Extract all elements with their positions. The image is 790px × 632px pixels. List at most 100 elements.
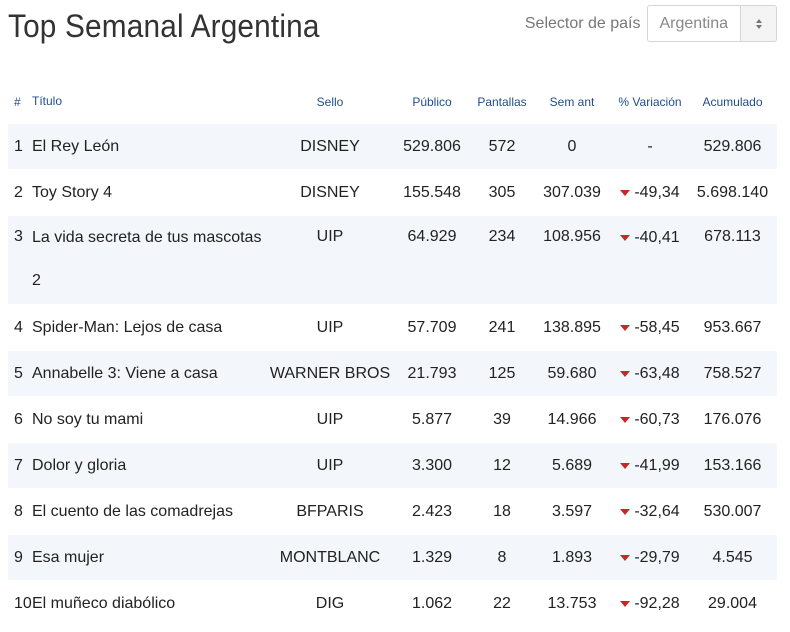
country-selector: Selector de país Argentina xyxy=(525,5,777,42)
column-header-title[interactable]: Título xyxy=(32,94,63,108)
rank-cell: 5 xyxy=(8,350,32,397)
table-row[interactable]: 4 Spider-Man: Lejos de casa UIP 57.709 241 13… xyxy=(8,304,777,351)
country-select[interactable]: Argentina xyxy=(646,5,777,42)
table-row[interactable]: 3 La vida secreta de tus mascotas 2 UIP 64.… xyxy=(8,215,777,305)
table-row[interactable]: 6 No soy tu mami UIP 5.877 39 14.966 -60,73 176… xyxy=(8,396,777,443)
column-header-cumulative[interactable]: Acumulado xyxy=(702,94,763,109)
title-cell[interactable]: Dolor y gloria xyxy=(32,442,268,489)
label-cell: UIP xyxy=(268,215,392,305)
variation-value: -60,73 xyxy=(620,411,680,429)
title-cell[interactable]: El Rey León xyxy=(32,123,268,170)
title-cell[interactable]: El muñeco diabólico xyxy=(32,580,268,627)
chevron-up-down-icon xyxy=(740,6,776,41)
prev-week-cell: 5.689 xyxy=(532,442,612,489)
variation-cell: -63,48 xyxy=(612,350,688,397)
screens-cell: 22 xyxy=(472,580,532,627)
variation-cell: -58,45 xyxy=(612,304,688,351)
label-cell: DIG xyxy=(268,580,392,627)
caret-down-icon xyxy=(620,325,631,331)
cumulative-cell: 153.166 xyxy=(688,442,777,489)
label-cell: UIP xyxy=(268,396,392,443)
table-row[interactable]: 5 Annabelle 3: Viene a casa WARNER BROS 21.… xyxy=(8,350,777,397)
column-header-prev-week[interactable]: Sem ant xyxy=(549,94,595,109)
variation-value: -92,28 xyxy=(620,595,680,613)
label-cell: UIP xyxy=(268,304,392,351)
caret-down-icon xyxy=(620,190,631,196)
variation-cell: -32,64 xyxy=(612,488,688,535)
variation-text: -32,64 xyxy=(634,503,680,520)
country-select-value: Argentina xyxy=(659,15,729,32)
label-cell: UIP xyxy=(268,442,392,489)
table-row[interactable]: 7 Dolor y gloria UIP 3.300 12 5.689 -41,99 153.… xyxy=(8,442,777,489)
variation-text: -63,48 xyxy=(634,365,680,382)
audience-cell: 2.423 xyxy=(392,488,472,535)
table-row[interactable]: 2 Toy Story 4 DISNEY 155.548 305 307.039 -49,3… xyxy=(8,169,777,216)
cumulative-cell: 29.004 xyxy=(688,580,777,627)
screens-cell: 8 xyxy=(472,534,532,581)
cumulative-cell: 953.667 xyxy=(688,304,777,351)
prev-week-cell: 0 xyxy=(532,123,612,170)
caret-down-icon xyxy=(620,509,631,515)
variation-text: -41,99 xyxy=(634,457,680,474)
variation-text: -29,79 xyxy=(634,549,680,566)
screens-cell: 39 xyxy=(472,396,532,443)
title-cell[interactable]: Toy Story 4 xyxy=(32,169,268,216)
screens-cell: 241 xyxy=(472,304,532,351)
title-cell[interactable]: Esa mujer xyxy=(32,534,268,581)
audience-cell: 5.877 xyxy=(392,396,472,443)
column-header-variation[interactable]: % Variación xyxy=(618,94,682,109)
screens-cell: 18 xyxy=(472,488,532,535)
prev-week-cell: 108.956 xyxy=(532,215,612,305)
ranking-table: # Título Sello Público Pantallas Sem ant… xyxy=(8,80,777,627)
cumulative-cell: 758.527 xyxy=(688,350,777,397)
screens-cell: 572 xyxy=(472,123,532,170)
variation-text: -92,28 xyxy=(634,595,680,613)
cumulative-cell: 529.806 xyxy=(688,123,777,170)
rank-cell: 3 xyxy=(8,215,32,305)
table-row[interactable]: 10 El muñeco diabólico DIG 1.062 22 13.753 -92… xyxy=(8,580,777,627)
cumulative-cell: 678.113 xyxy=(688,215,777,305)
label-cell: MONTBLANC xyxy=(268,534,392,581)
variation-cell: -40,41 xyxy=(612,215,688,305)
prev-week-cell: 14.966 xyxy=(532,396,612,443)
cumulative-cell: 176.076 xyxy=(688,396,777,443)
prev-week-cell: 13.753 xyxy=(532,580,612,627)
variation-cell: -60,73 xyxy=(612,396,688,443)
variation-text: -49,34 xyxy=(634,184,680,201)
screens-cell: 125 xyxy=(472,350,532,397)
variation-value: -41,99 xyxy=(620,457,680,475)
caret-down-icon xyxy=(620,555,631,561)
variation-value: -40,41 xyxy=(620,229,680,247)
rank-cell: 6 xyxy=(8,396,32,443)
screens-cell: 12 xyxy=(472,442,532,489)
label-cell: WARNER BROS xyxy=(268,350,392,397)
audience-cell: 529.806 xyxy=(392,123,472,170)
table-row[interactable]: 9 Esa mujer MONTBLANC 1.329 8 1.893 -29,79 4.54… xyxy=(8,534,777,581)
screens-cell: 305 xyxy=(472,169,532,216)
audience-cell: 1.062 xyxy=(392,580,472,627)
label-cell: BFPARIS xyxy=(268,488,392,535)
cumulative-cell: 5.698.140 xyxy=(688,169,777,216)
title-cell[interactable]: No soy tu mami xyxy=(32,396,268,443)
prev-week-cell: 59.680 xyxy=(532,350,612,397)
variation-value: -49,34 xyxy=(620,184,680,202)
caret-down-icon xyxy=(620,235,631,241)
variation-cell: -92,28 xyxy=(612,580,688,627)
label-cell: DISNEY xyxy=(268,169,392,216)
title-cell[interactable]: La vida secreta de tus mascotas 2 xyxy=(32,215,268,305)
title-cell[interactable]: Annabelle 3: Viene a casa xyxy=(32,350,268,397)
audience-cell: 1.329 xyxy=(392,534,472,581)
variation-text: -40,41 xyxy=(634,229,680,246)
title-cell[interactable]: El cuento de las comadrejas xyxy=(32,488,268,535)
column-header-rank[interactable]: # xyxy=(14,94,21,109)
label-cell: DISNEY xyxy=(268,123,392,170)
table-row[interactable]: 8 El cuento de las comadrejas BFPARIS 2.423… xyxy=(8,488,777,535)
column-header-label[interactable]: Sello xyxy=(316,94,344,109)
table-row[interactable]: 1 El Rey León DISNEY 529.806 572 0-529.806 xyxy=(8,123,777,170)
column-header-audience[interactable]: Público xyxy=(412,94,452,109)
caret-down-icon xyxy=(620,601,631,608)
title-cell[interactable]: Spider-Man: Lejos de casa xyxy=(32,304,268,351)
cumulative-cell: 530.007 xyxy=(688,488,777,535)
column-header-screens[interactable]: Pantallas xyxy=(477,94,527,109)
table-header-row: # Título Sello Público Pantallas Sem ant… xyxy=(8,80,777,124)
